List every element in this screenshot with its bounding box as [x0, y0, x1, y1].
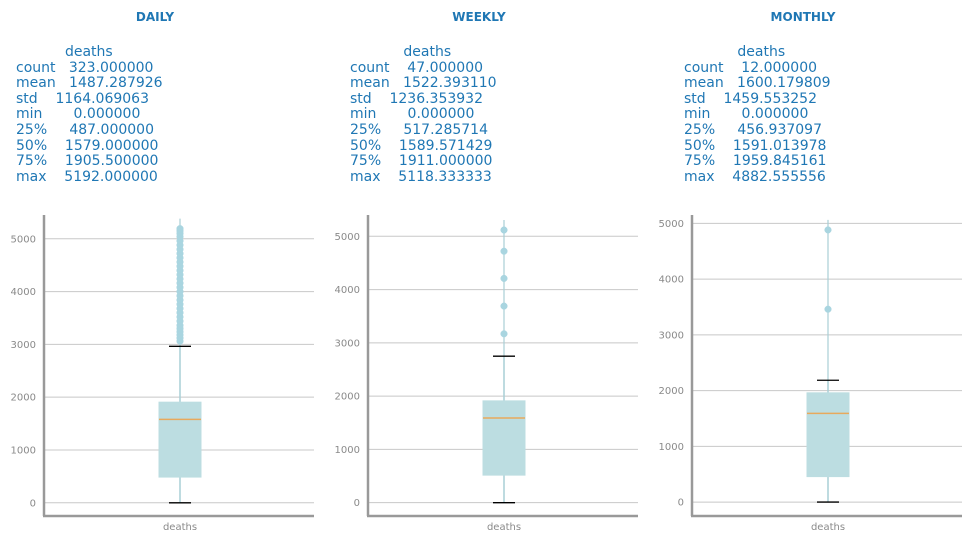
- y-tick-label: 1000: [11, 445, 36, 456]
- x-tick-label: deaths: [163, 522, 197, 533]
- y-tick-label: 0: [354, 498, 360, 509]
- iqr-box: [158, 401, 202, 478]
- y-tick-label: 3000: [11, 340, 36, 351]
- panel-title-daily: DAILY: [135, 10, 175, 24]
- outlier-point: [500, 226, 508, 234]
- y-tick-label: 4000: [11, 287, 36, 298]
- y-tick-label: 3000: [659, 330, 684, 341]
- stats-summary-daily: deaths count 323.000000 mean 1487.287926…: [16, 44, 163, 185]
- y-tick-label: 3000: [335, 338, 360, 349]
- outlier-point: [824, 305, 832, 313]
- panel-title-weekly: WEEKLY: [452, 10, 506, 24]
- boxplot-daily: 0 1000 2000 3000 4000 5000 deaths: [11, 215, 314, 533]
- panel-title-monthly: MONTHLY: [770, 10, 836, 24]
- y-tick-label: 2000: [335, 392, 360, 403]
- outlier-point: [176, 225, 184, 233]
- boxplot-monthly: 0 1000 2000 3000 4000 5000 deaths: [659, 215, 962, 533]
- stats-summary-monthly: deaths count 12.000000 mean 1600.179809 …: [684, 44, 831, 185]
- iqr-box: [482, 400, 526, 476]
- outlier-point: [824, 226, 832, 234]
- y-tick-label: 2000: [11, 393, 36, 404]
- y-tick-label: 5000: [335, 232, 360, 243]
- panel-weekly: WEEKLY deaths count 47.000000 mean 1522.…: [324, 0, 648, 535]
- x-tick-label: deaths: [487, 522, 521, 533]
- outlier-point: [500, 247, 508, 255]
- y-tick-label: 2000: [659, 386, 684, 397]
- y-tick-label: 4000: [335, 285, 360, 296]
- stats-summary-weekly: deaths count 47.000000 mean 1522.393110 …: [350, 44, 497, 185]
- boxplot-weekly: 0 1000 2000 3000 4000 5000 deaths: [335, 215, 638, 533]
- y-tick-label: 1000: [659, 442, 684, 453]
- panel-monthly: MONTHLY deaths count 12.000000 mean 1600…: [648, 0, 972, 535]
- outlier-point: [500, 302, 508, 310]
- y-tick-label: 1000: [335, 445, 360, 456]
- outlier-point: [500, 330, 508, 338]
- y-tick-label: 0: [30, 498, 36, 509]
- x-tick-label: deaths: [811, 522, 845, 533]
- panel-daily: DAILY deaths count 323.000000 mean 1487.…: [0, 0, 324, 535]
- y-tick-label: 4000: [659, 275, 684, 286]
- outlier-point: [500, 274, 508, 282]
- y-tick-label: 0: [678, 498, 684, 509]
- y-tick-label: 5000: [659, 219, 684, 230]
- y-tick-label: 5000: [11, 234, 36, 245]
- iqr-box: [806, 392, 850, 478]
